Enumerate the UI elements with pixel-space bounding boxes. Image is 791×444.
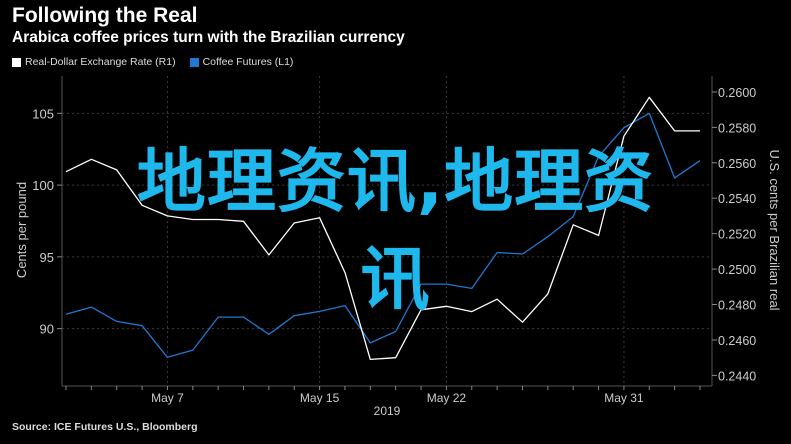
right-tick-label-0.2460: 0.2460 xyxy=(718,334,756,348)
series-line-exchange-rate xyxy=(65,96,700,361)
left-tick-label-90: 90 xyxy=(40,322,54,337)
left-tick-label-105: 105 xyxy=(32,106,54,121)
watermark-overlay-line1: 地理资讯,地理资 xyxy=(136,142,655,222)
series-line-coffee-futures xyxy=(65,112,701,358)
legend-item-coffee: Coffee Futures (L1) xyxy=(189,56,294,68)
chart-subtitle: Arabica coffee prices turn with the Braz… xyxy=(12,29,405,46)
right-tick-label-0.2540: 0.2540 xyxy=(718,192,756,206)
left-tick-label-100: 100 xyxy=(32,178,54,193)
x-tick-label-may-31: May 31 xyxy=(604,391,644,405)
x-tick-label-may-7: May 7 xyxy=(151,391,184,405)
x-tick-label-may-22: May 22 xyxy=(427,391,467,405)
right-tick-label-0.2580: 0.2580 xyxy=(718,121,756,135)
left-tick-label-95: 95 xyxy=(40,250,54,265)
x-axis-year: 2019 xyxy=(374,404,401,418)
watermark-overlay-line2: 讯 xyxy=(360,240,431,320)
right-tick-label-0.2560: 0.2560 xyxy=(718,157,756,171)
legend-label-exchange-rate: Real-Dollar Exchange Rate (R1) xyxy=(25,56,176,68)
right-tick-label-0.2500: 0.2500 xyxy=(718,263,756,277)
chart-title: Following the Real xyxy=(12,4,198,27)
legend-label-coffee: Coffee Futures (L1) xyxy=(202,56,294,68)
right-tick-label-0.2480: 0.2480 xyxy=(718,299,756,313)
right-axis-label: U.S. cents per Brazilian real xyxy=(767,149,782,310)
right-tick-label-0.2440: 0.2440 xyxy=(718,369,756,383)
left-axis-label: Cents per pound xyxy=(14,182,29,278)
legend-swatch-blue xyxy=(189,57,199,67)
source-note: Source: ICE Futures U.S., Bloomberg xyxy=(12,421,198,433)
legend-item-exchange-rate: Real-Dollar Exchange Rate (R1) xyxy=(12,56,176,68)
x-tick-label-may-15: May 15 xyxy=(300,391,340,405)
legend: Real-Dollar Exchange Rate (R1) Coffee Fu… xyxy=(12,56,307,68)
right-tick-label-0.2520: 0.2520 xyxy=(718,228,756,242)
legend-swatch-white xyxy=(12,57,21,67)
right-tick-label-0.2600: 0.2600 xyxy=(718,86,756,100)
